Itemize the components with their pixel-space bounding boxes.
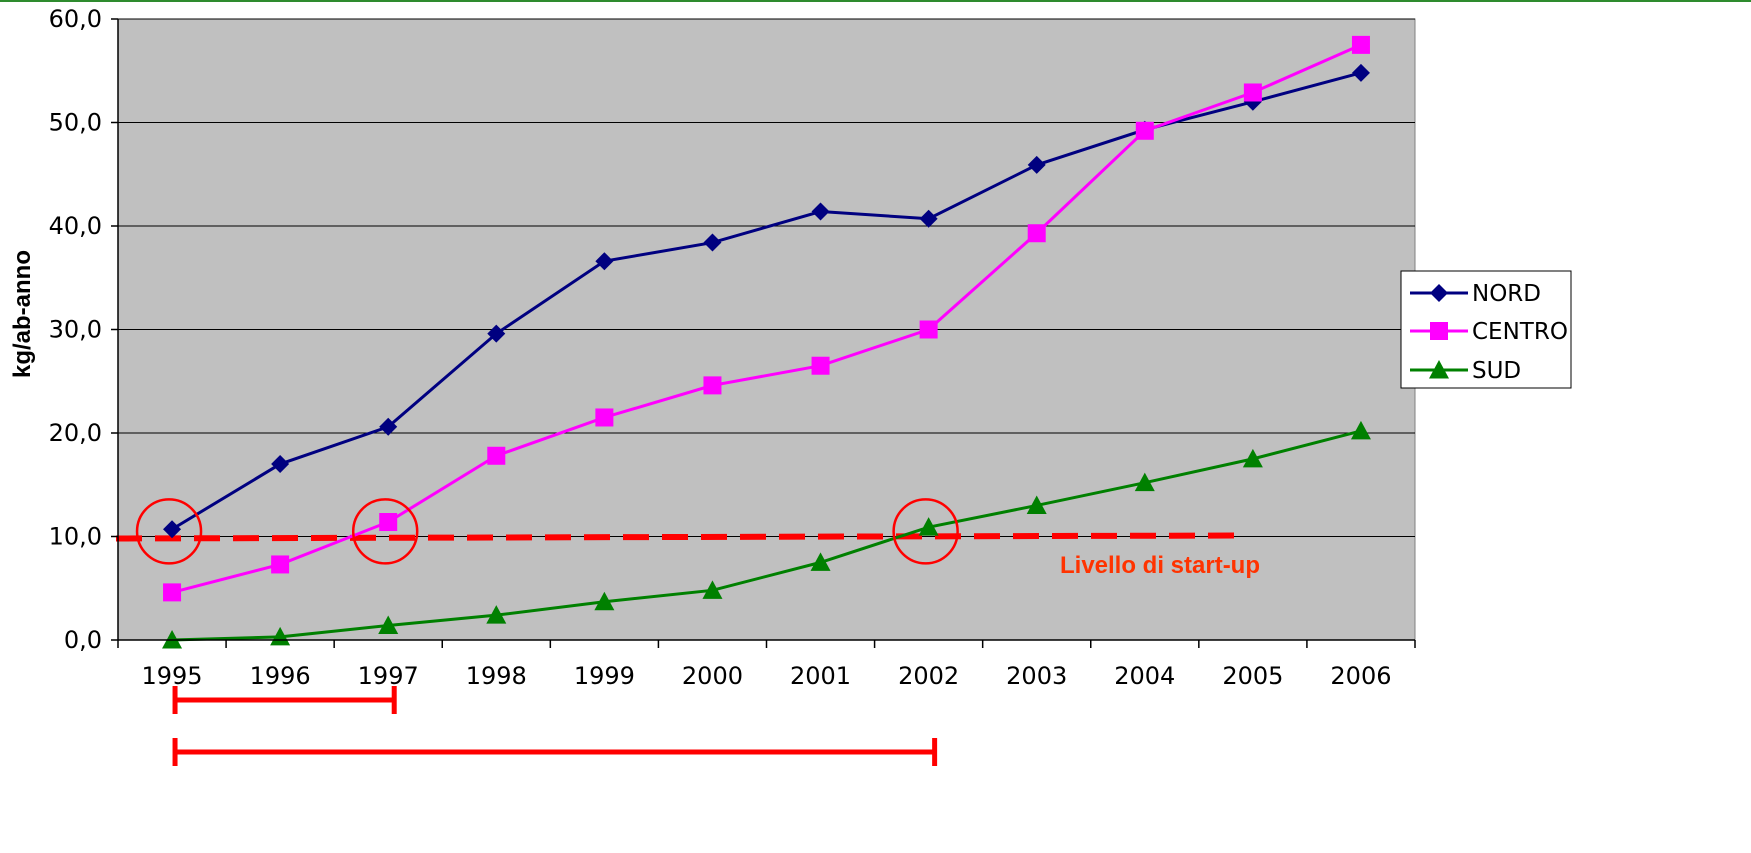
data-point-nord <box>1351 63 1370 82</box>
data-point-centro <box>703 376 722 395</box>
y-tick-label: 10,0 <box>49 523 102 551</box>
data-point-nord <box>271 455 290 474</box>
legend-marker-sud <box>1429 360 1449 379</box>
y-tick-label: 20,0 <box>49 419 102 447</box>
data-point-centro <box>919 320 938 339</box>
x-tick-label: 1995 <box>142 662 203 690</box>
data-point-sud <box>594 591 615 611</box>
x-tick-label: 1997 <box>358 662 419 690</box>
legend-label-sud: SUD <box>1472 358 1521 384</box>
data-point-sud <box>702 580 723 599</box>
gridlines <box>118 18 1415 537</box>
data-point-nord <box>811 202 830 221</box>
series-centro <box>163 35 1370 602</box>
x-tick-label: 2001 <box>790 662 851 690</box>
data-point-centro <box>163 583 182 602</box>
legend-label-nord: NORD <box>1472 281 1541 307</box>
legend-marker-centro <box>1430 322 1448 340</box>
data-point-sud <box>270 626 291 646</box>
x-tick-label: 2004 <box>1114 662 1175 690</box>
legend-label-centro: CENTRO <box>1472 319 1568 345</box>
top-border-line <box>0 0 1751 2</box>
x-tick-label: 1996 <box>250 662 311 690</box>
y-tick-label: 60,0 <box>49 5 102 33</box>
data-point-centro <box>1351 35 1370 54</box>
data-point-nord <box>1027 155 1046 174</box>
data-point-nord <box>379 417 398 436</box>
highlight-circle <box>135 498 203 565</box>
x-tick-label: 2003 <box>1006 662 1067 690</box>
legend-marker-nord <box>1430 284 1448 302</box>
threshold-label: Livello di start-up <box>1060 552 1260 579</box>
data-point-sud <box>378 615 399 635</box>
range-bracket <box>172 738 938 766</box>
highlight-circle <box>351 498 419 565</box>
x-tick-label: 2005 <box>1222 662 1283 690</box>
x-tick-label: 2006 <box>1330 662 1391 690</box>
data-point-centro <box>595 408 614 427</box>
circle-annotations <box>135 498 959 565</box>
data-point-sud <box>810 552 831 571</box>
threshold-annotation <box>115 532 1241 542</box>
data-point-centro <box>811 356 830 375</box>
y-axis-title: kg/ab-anno <box>9 250 36 378</box>
threshold-line <box>115 532 1241 542</box>
data-point-sud <box>1350 420 1371 440</box>
x-tick-label: 2000 <box>682 662 743 690</box>
y-tick-label: 40,0 <box>49 212 102 240</box>
data-point-centro <box>1027 224 1046 243</box>
y-tick-label: 30,0 <box>49 316 102 344</box>
data-point-centro <box>487 446 506 465</box>
y-tick-label: 0,0 <box>64 626 102 654</box>
highlight-circle <box>892 498 959 565</box>
data-point-centro <box>1135 121 1154 140</box>
series-line-centro <box>171 43 1362 594</box>
legend: NORD CENTRO SUD <box>1400 270 1572 389</box>
data-point-nord <box>703 233 722 252</box>
data-point-nord <box>487 324 506 343</box>
x-tick-label: 1998 <box>466 662 527 690</box>
series-line-sud <box>171 429 1362 642</box>
data-point-nord <box>919 209 938 228</box>
data-point-nord <box>595 252 614 271</box>
data-point-sud <box>1242 448 1263 468</box>
range-brackets <box>172 686 938 766</box>
series-group <box>162 35 1371 649</box>
data-point-nord <box>163 520 182 539</box>
data-point-centro <box>1243 83 1262 102</box>
x-axis-ticks: 1995 1996 1997 1998 1999 2000 2001 2002 2003 2004… <box>117 640 1416 690</box>
data-point-sud <box>1134 472 1155 492</box>
x-tick-label: 2002 <box>898 662 959 690</box>
range-bracket <box>172 686 397 714</box>
data-point-sud <box>1026 495 1047 514</box>
data-point-sud <box>486 605 507 624</box>
x-tick-label: 1999 <box>574 662 635 690</box>
data-point-centro <box>379 513 398 532</box>
y-axis-ticks: 0,0 10,0 20,0 30,0 40,0 50,0 60,0 <box>49 5 118 654</box>
series-sud <box>162 420 1371 649</box>
data-point-centro <box>271 555 290 574</box>
data-point-sud <box>918 517 939 536</box>
y-tick-label: 50,0 <box>49 109 102 137</box>
